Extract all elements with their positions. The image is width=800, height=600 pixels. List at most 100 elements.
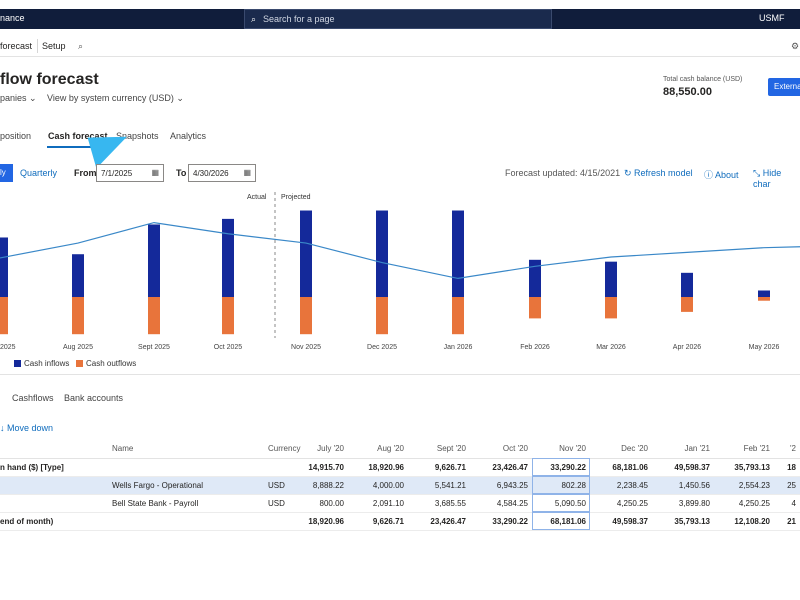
bar-cash-inflow[interactable] xyxy=(300,210,312,297)
column-header[interactable]: '2 xyxy=(774,440,800,459)
bar-cash-inflow[interactable] xyxy=(72,254,84,297)
monthly-button[interactable]: ly xyxy=(0,164,13,182)
refresh-model-button[interactable]: ↻ Refresh model xyxy=(624,168,693,179)
bar-cash-outflow[interactable] xyxy=(376,297,388,335)
table-cell[interactable]: 2,091.10 xyxy=(348,494,408,513)
table-cell[interactable]: 4,000.00 xyxy=(348,476,408,495)
table-row[interactable]: end of month) 18,920.96 9,626.71 23,426.47 3… xyxy=(0,511,800,531)
table-cell[interactable]: 3,685.55 xyxy=(408,494,470,513)
subtab-bank-accounts[interactable]: Bank accounts xyxy=(64,393,124,403)
column-header[interactable]: Aug '20 xyxy=(348,440,408,459)
table-cell[interactable]: 49,598.37 xyxy=(652,458,714,477)
bar-cash-outflow[interactable] xyxy=(0,297,8,335)
table-cell[interactable]: 33,290.22 xyxy=(470,511,532,531)
table-cell[interactable]: n hand ($) [Type] xyxy=(0,458,112,477)
tab-cash-forecast[interactable]: Cash forecast xyxy=(48,131,108,141)
bar-cash-inflow[interactable] xyxy=(376,210,388,297)
bar-cash-inflow[interactable] xyxy=(605,261,617,297)
hide-chart-button[interactable]: ⤡ Hide char xyxy=(753,168,800,189)
table-cell[interactable]: 18 xyxy=(774,458,800,477)
table-cell[interactable] xyxy=(112,511,268,531)
action-setup[interactable]: Setup xyxy=(42,41,66,51)
bar-cash-outflow[interactable] xyxy=(72,297,84,335)
table-cell[interactable]: 23,426.47 xyxy=(408,511,470,531)
column-header[interactable]: July '20 xyxy=(304,440,348,459)
from-date-input[interactable]: 7/1/2025 ▦ xyxy=(96,164,164,182)
table-cell[interactable]: Bell State Bank - Payroll xyxy=(112,494,268,513)
move-down-button[interactable]: ↓ Move down xyxy=(0,423,53,433)
column-header[interactable]: Sept '20 xyxy=(408,440,470,459)
bar-cash-outflow[interactable] xyxy=(681,297,693,312)
table-row[interactable]: n hand ($) [Type] 14,915.70 18,920.96 9,626… xyxy=(0,458,800,477)
bar-cash-inflow[interactable] xyxy=(758,290,770,297)
column-header[interactable]: Jan '21 xyxy=(652,440,714,459)
column-header[interactable]: Currency xyxy=(268,440,304,459)
table-cell[interactable]: 2,238.45 xyxy=(590,476,652,495)
table-cell[interactable]: 12,108.20 xyxy=(714,511,774,531)
table-cell[interactable]: 21 xyxy=(774,511,800,531)
table-cell[interactable]: 3,899.80 xyxy=(652,494,714,513)
table-cell[interactable]: 33,290.22 xyxy=(532,458,590,477)
bar-cash-outflow[interactable] xyxy=(529,297,541,319)
search-icon[interactable]: ⌕ xyxy=(78,41,84,51)
column-header[interactable]: Name xyxy=(112,440,268,459)
bar-cash-inflow[interactable] xyxy=(0,237,8,297)
table-cell[interactable]: 1,450.56 xyxy=(652,476,714,495)
table-cell[interactable]: USD xyxy=(268,476,304,495)
table-cell[interactable]: 8,888.22 xyxy=(304,476,348,495)
currency-filter[interactable]: View by system currency (USD) ⌄ xyxy=(47,93,184,104)
table-row[interactable]: Wells Fargo - Operational USD 8,888.22 4,00… xyxy=(0,476,800,495)
table-cell[interactable]: 5,090.50 xyxy=(532,494,590,513)
bar-cash-outflow[interactable] xyxy=(758,297,770,301)
subtab-cashflows[interactable]: Cashflows xyxy=(12,393,54,403)
table-cell[interactable] xyxy=(268,511,304,531)
search-box[interactable]: ⌕ Search for a page xyxy=(244,9,552,29)
quarterly-button[interactable]: Quarterly xyxy=(20,168,58,178)
table-cell[interactable]: 68,181.06 xyxy=(590,458,652,477)
tab-analytics[interactable]: Analytics xyxy=(170,131,207,141)
bar-cash-inflow[interactable] xyxy=(148,224,160,297)
table-cell[interactable]: 4 xyxy=(774,494,800,513)
company-filter[interactable]: panies ⌄ xyxy=(0,93,37,104)
bar-cash-outflow[interactable] xyxy=(148,297,160,335)
table-cell[interactable]: 4,584.25 xyxy=(470,494,532,513)
table-row[interactable]: Bell State Bank - Payroll USD 800.00 2,091.… xyxy=(0,494,800,513)
table-cell[interactable]: 9,626.71 xyxy=(408,458,470,477)
bar-cash-inflow[interactable] xyxy=(222,218,234,297)
table-cell[interactable]: 18,920.96 xyxy=(304,511,348,531)
to-date-input[interactable]: 4/30/2026 ▦ xyxy=(188,164,256,182)
column-header[interactable]: Feb '21 xyxy=(714,440,774,459)
table-cell[interactable]: Wells Fargo - Operational xyxy=(112,476,268,495)
table-cell[interactable]: 49,598.37 xyxy=(590,511,652,531)
table-cell[interactable]: end of month) xyxy=(0,511,112,531)
calendar-icon[interactable]: ▦ xyxy=(151,168,159,177)
action-forecast[interactable]: forecast xyxy=(0,41,33,51)
calendar-icon[interactable]: ▦ xyxy=(243,168,251,177)
bar-cash-inflow[interactable] xyxy=(452,210,464,297)
table-cell[interactable]: 4,250.25 xyxy=(590,494,652,513)
table-cell[interactable]: 800.00 xyxy=(304,494,348,513)
bar-cash-inflow[interactable] xyxy=(529,259,541,297)
about-button[interactable]: ⓘ About xyxy=(704,168,739,181)
column-header[interactable] xyxy=(0,440,112,459)
table-cell[interactable]: 802.28 xyxy=(532,476,590,495)
column-header[interactable]: Nov '20 xyxy=(532,440,590,459)
bar-cash-inflow[interactable] xyxy=(681,272,693,297)
table-cell[interactable] xyxy=(112,458,268,477)
settings-icon[interactable]: ⚙ xyxy=(791,41,800,51)
tab-snapshots[interactable]: Snapshots xyxy=(116,131,159,141)
table-cell[interactable]: 35,793.13 xyxy=(714,458,774,477)
table-cell[interactable]: 5,541.21 xyxy=(408,476,470,495)
column-header[interactable]: Oct '20 xyxy=(470,440,532,459)
column-header[interactable]: Dec '20 xyxy=(590,440,652,459)
bar-cash-outflow[interactable] xyxy=(300,297,312,335)
table-cell[interactable]: 4,250.25 xyxy=(714,494,774,513)
table-cell[interactable]: USD xyxy=(268,494,304,513)
table-cell[interactable] xyxy=(0,476,112,495)
bar-cash-outflow[interactable] xyxy=(222,297,234,335)
tab-position[interactable]: position xyxy=(0,131,32,141)
company-selector[interactable]: USMF xyxy=(759,13,785,23)
table-cell[interactable]: 6,943.25 xyxy=(470,476,532,495)
bar-cash-outflow[interactable] xyxy=(605,297,617,319)
table-cell[interactable]: 68,181.06 xyxy=(532,511,590,531)
